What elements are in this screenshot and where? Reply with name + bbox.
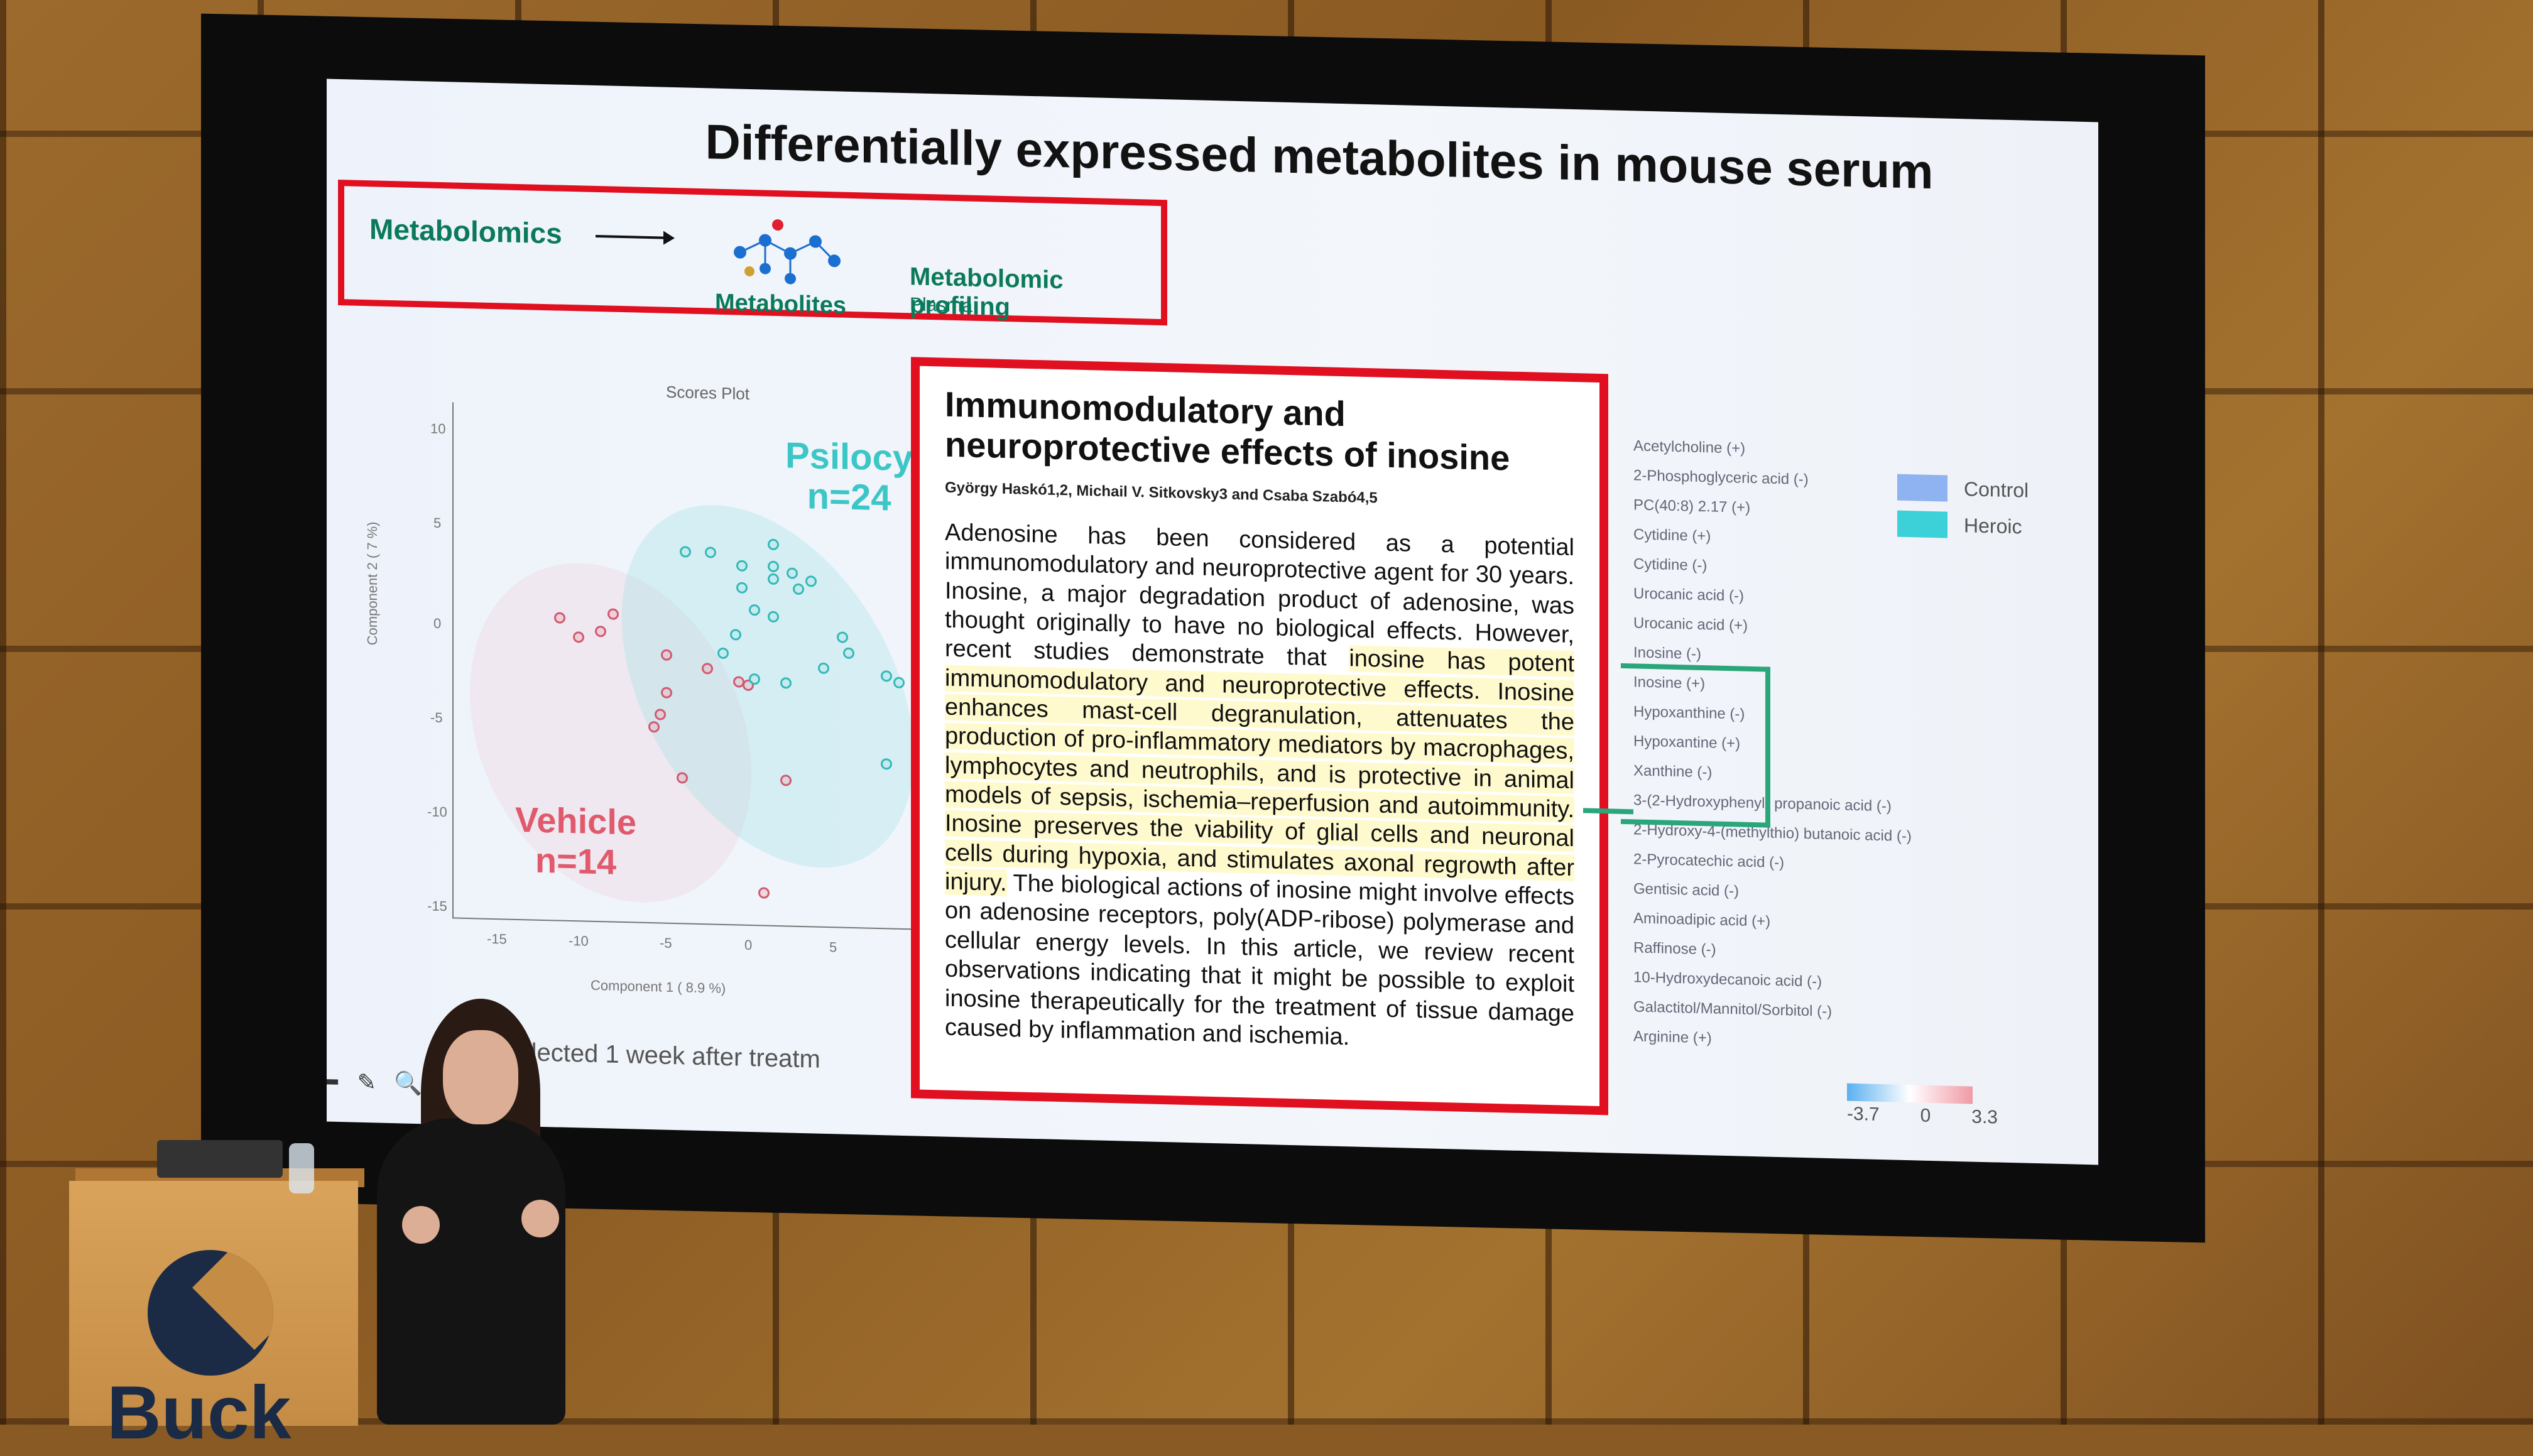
vehicle-point (780, 774, 792, 786)
article-authors: György Haskó1,2, Michail V. Sitkovsky3 a… (945, 479, 1378, 507)
scale-min: -3.7 (1847, 1103, 1880, 1125)
article-abstract: Adenosine has been considered as a poten… (945, 518, 1575, 1057)
buck-logo-icon (148, 1250, 273, 1376)
podium-logo-text: Buck (107, 1371, 291, 1455)
heroic-swatch (1897, 510, 1947, 538)
abstract-highlight: inosine has potent immunomodulatory and … (945, 645, 1575, 897)
laptop (157, 1140, 283, 1178)
psilocybin-point (768, 538, 779, 551)
article-title: Immunomodulatory and neuroprotective eff… (945, 384, 1510, 478)
psilocybin-point (736, 582, 748, 594)
back-arrow-icon[interactable]: ⬅ (327, 1068, 340, 1095)
vehicle-point (661, 649, 672, 661)
scale-mid: 0 (1920, 1105, 1931, 1126)
psilocybin-point (780, 677, 792, 689)
water-bottle (289, 1143, 314, 1193)
psilocybin-point (717, 647, 729, 660)
psilocybin-point (749, 673, 760, 685)
x-tick: 0 (744, 937, 753, 953)
vehicle-point (655, 709, 666, 720)
color-scale-bar (1847, 1083, 1973, 1104)
speaker-face (443, 1030, 518, 1124)
vehicle-point (573, 631, 584, 643)
zoom-icon[interactable]: 🔍 (394, 1070, 423, 1097)
control-swatch (1897, 474, 1947, 502)
vehicle-name: Vehicle (515, 799, 637, 842)
y-tick: 0 (433, 615, 442, 631)
molecule-icon (734, 219, 841, 285)
psilocybin-point (705, 546, 716, 558)
psilocybin-point (881, 758, 892, 770)
metabolites-label: Metabolites (715, 289, 847, 319)
presentation-slide: Differentially expressed metabolites in … (327, 79, 2098, 1165)
psilocybin-point (818, 662, 829, 675)
psilocybin-point (768, 560, 779, 573)
psilocybin-count: n=24 (807, 475, 891, 519)
psilocybin-point (749, 604, 760, 616)
scale-max: 3.3 (1971, 1106, 1998, 1128)
slide-title: Differentially expressed metabolites in … (705, 114, 1934, 200)
psilocybin-point (680, 546, 691, 558)
pen-icon[interactable]: ✎ (357, 1068, 376, 1095)
abstract-part-2: The biological actions of inosine might … (945, 870, 1574, 1051)
x-tick: -15 (487, 930, 507, 947)
psilocybin-point (837, 631, 848, 643)
psilocybin-point (805, 575, 817, 587)
vehicle-count: n=14 (535, 840, 617, 883)
vehicle-point (595, 625, 606, 638)
vehicle-point (554, 612, 565, 624)
color-scale: -3.7 0 3.3 (1847, 1083, 1998, 1129)
plasma-label: Plasma (910, 294, 973, 317)
speaker-body (377, 1118, 565, 1425)
speaker-hand (521, 1200, 559, 1237)
psilocybin-group-label: Psilocy n=24 (785, 435, 913, 519)
vehicle-point (677, 772, 688, 784)
y-tick: -15 (427, 898, 447, 915)
psilocybin-point (793, 583, 804, 595)
legend-control-label: Control (1964, 477, 2029, 502)
legend-heroic: Heroic (1897, 506, 2029, 545)
y-tick: -10 (427, 803, 447, 820)
arrow-icon (596, 235, 671, 239)
metabolite-item: Arginine (+) (1633, 1028, 1712, 1047)
x-tick: -10 (569, 932, 589, 949)
psilocybin-point (893, 676, 905, 689)
x-tick: 5 (829, 939, 837, 955)
y-tick: 10 (430, 420, 446, 437)
x-tick: -5 (660, 935, 672, 951)
speaker-hand (402, 1206, 440, 1244)
vehicle-point (607, 608, 619, 620)
psilocybin-point (881, 670, 892, 682)
metabolomics-label: Metabolomics (369, 212, 562, 250)
y-axis-label: Component 2 ( 7 %) (364, 521, 380, 646)
x-axis-label: Component 1 ( 8.9 %) (591, 977, 726, 997)
metabolomics-box: Metabolomics Metabolites Metabolomic pro… (338, 179, 1167, 326)
highlight-bracket (1621, 663, 1770, 828)
psilocybin-point (843, 647, 854, 660)
vehicle-point (648, 721, 660, 733)
vehicle-point (661, 687, 672, 698)
heatmap-legend: Control Heroic (1897, 469, 2029, 545)
psilocybin-point (730, 629, 741, 641)
psilocybin-point (768, 611, 779, 623)
psilocybin-point (768, 573, 779, 585)
vehicle-point (702, 663, 713, 675)
article-excerpt: Immunomodulatory and neuroprotective eff… (911, 357, 1608, 1116)
legend-control: Control (1897, 469, 2029, 509)
y-tick: -5 (430, 709, 443, 726)
psilocybin-name: Psilocy (785, 435, 913, 479)
y-tick: 5 (433, 514, 442, 531)
psilocybin-point (787, 567, 798, 579)
vehicle-point (758, 887, 770, 899)
psilocybin-point (736, 560, 748, 572)
legend-heroic-label: Heroic (1964, 513, 2022, 538)
scores-plot-title: Scores Plot (666, 382, 749, 403)
vehicle-group-label: Vehicle n=14 (515, 800, 636, 883)
